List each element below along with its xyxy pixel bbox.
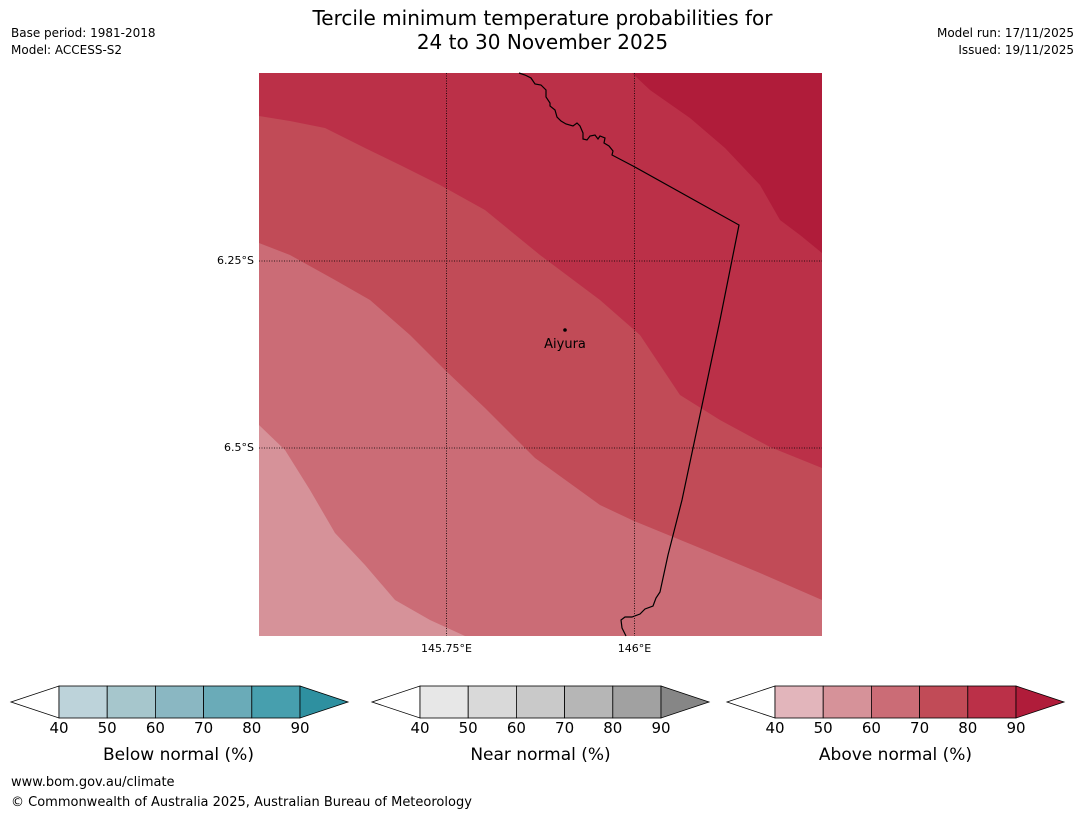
colorbar-tick-label: 60 — [861, 719, 881, 737]
colorbar-max-extend — [1015, 685, 1066, 719]
colorbar-tick-label: 60 — [145, 719, 165, 737]
colorbar-segment — [419, 685, 469, 719]
colorbar-segment — [871, 685, 921, 719]
colorbar-segment — [774, 685, 824, 719]
colorbar-segment — [251, 685, 301, 719]
colorbar-segment — [516, 685, 566, 719]
title-line-2: 24 to 30 November 2025 — [416, 30, 669, 54]
colorbar-tick-label: 70 — [555, 719, 575, 737]
lon-label-145-75: 145.75°E — [421, 642, 472, 655]
place-label-aiyura: Aiyura — [544, 337, 586, 352]
meta-left: Base period: 1981-2018 Model: ACCESS-S2 — [11, 25, 156, 59]
province-border — [518, 72, 740, 637]
colorbar-below-normal-bar — [9, 685, 350, 719]
contour-band-50-60 — [259, 425, 465, 636]
colorbar-tick-label: 40 — [765, 719, 785, 737]
contour-band-90-plus — [632, 73, 822, 253]
colorbar-max-extend — [299, 685, 350, 719]
colorbar-segment — [203, 685, 253, 719]
title-line-1: Tercile minimum temperature probabilitie… — [312, 6, 773, 30]
colorbar-tick-label: 90 — [1006, 719, 1026, 737]
colorbar-tick-label: 60 — [506, 719, 526, 737]
lat-label-6-25: 6.25°S — [217, 254, 254, 267]
issued-date: Issued: 19/11/2025 — [958, 43, 1074, 57]
colorbar-segment — [967, 685, 1017, 719]
colorbar-tick-label: 80 — [242, 719, 262, 737]
colorbar-segment — [919, 685, 969, 719]
colorbar-tick-label: 50 — [97, 719, 117, 737]
colorbar-tick-label: 40 — [410, 719, 430, 737]
place-marker-icon — [563, 328, 567, 332]
colorbar-tick-label: 50 — [458, 719, 478, 737]
colorbar-segment — [467, 685, 517, 719]
colorbar-tick-label: 50 — [813, 719, 833, 737]
footer-copyright: © Commonwealth of Australia 2025, Austra… — [11, 795, 472, 810]
lat-label-6-5: 6.5°S — [224, 441, 254, 454]
colorbar-tick-label: 90 — [651, 719, 671, 737]
meta-right: Model run: 17/11/2025 Issued: 19/11/2025 — [937, 25, 1074, 59]
colorbar-min-extend — [725, 685, 776, 719]
base-period: Base period: 1981-2018 — [11, 26, 156, 40]
colorbar-below-normal-label: Below normal (%) — [103, 745, 254, 765]
colorbar-tick-label: 70 — [194, 719, 214, 737]
model-run: Model run: 17/11/2025 — [936, 26, 1074, 40]
colorbar-near-normal-bar — [370, 685, 711, 719]
probability-contours — [259, 73, 822, 636]
colorbar-segment — [822, 685, 872, 719]
footer-website: www.bom.gov.au/climate — [11, 775, 175, 790]
colorbar-segment — [564, 685, 614, 719]
colorbar-tick-label: 80 — [958, 719, 978, 737]
colorbar-above-normal-label: Above normal (%) — [818, 745, 973, 765]
colorbar-segment — [58, 685, 108, 719]
model-name: Model: ACCESS-S2 — [11, 43, 123, 57]
map-title: Tercile minimum temperature probabilitie… — [0, 6, 1085, 54]
contour-band-60-70 — [259, 243, 822, 636]
lon-label-146: 146°E — [617, 642, 652, 655]
colorbar-tick-label: 40 — [49, 719, 69, 737]
colorbar-segment — [612, 685, 662, 719]
colorbar-near-normal-label: Near normal (%) — [470, 745, 611, 765]
colorbar-max-extend — [660, 685, 711, 719]
colorbar-tick-label: 90 — [290, 719, 310, 737]
colorbar-above-normal-bar — [725, 685, 1066, 719]
colorbar-tick-label: 80 — [603, 719, 623, 737]
colorbar-tick-label: 70 — [910, 719, 930, 737]
contour-band-80-90 — [259, 73, 822, 468]
